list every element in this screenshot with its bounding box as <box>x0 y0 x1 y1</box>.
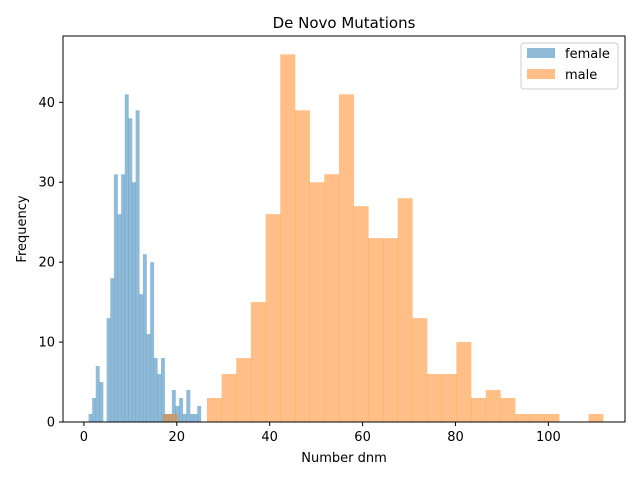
y-tick-label: 20 <box>38 256 55 271</box>
male-bar <box>206 398 222 422</box>
female-bar <box>128 118 133 422</box>
female-bar <box>171 390 176 422</box>
female-bar <box>135 110 140 422</box>
male-bar <box>427 374 443 422</box>
female-bar <box>146 334 151 422</box>
male-bar <box>441 374 457 422</box>
female-bar <box>99 382 104 422</box>
female-bar <box>197 406 202 422</box>
legend-label-male: male <box>565 68 597 83</box>
female-bar <box>121 174 126 422</box>
y-tick-label: 30 <box>38 176 55 191</box>
male-bar <box>353 206 369 422</box>
female-bar <box>139 294 144 422</box>
male-bar <box>544 414 560 422</box>
male-bar <box>456 342 472 422</box>
female-bar <box>113 174 118 422</box>
female-bar <box>150 262 155 422</box>
female-bar <box>132 182 136 422</box>
x-tick-label: 100 <box>536 430 561 445</box>
x-tick-label: 0 <box>80 430 88 445</box>
female-bar <box>106 318 111 422</box>
female-bar <box>110 278 115 422</box>
female-bar <box>182 414 187 422</box>
male-bar <box>412 318 428 422</box>
male-bar <box>309 182 325 422</box>
chart-title: De Novo Mutations <box>273 14 416 32</box>
female-bar <box>161 358 165 422</box>
male-bar <box>162 414 178 422</box>
y-tick-label: 40 <box>38 96 55 111</box>
female-bar <box>179 398 184 422</box>
male-bar <box>397 198 413 422</box>
male-bars <box>162 54 604 423</box>
female-bar <box>153 358 158 422</box>
male-bar <box>588 414 604 422</box>
female-bar <box>142 254 147 422</box>
male-bar <box>500 398 516 422</box>
female-bar <box>189 414 194 422</box>
x-axis-label: Number dnm <box>301 451 387 466</box>
male-bar <box>221 374 237 422</box>
legend-swatch-female <box>527 48 555 58</box>
x-tick-label: 20 <box>169 430 186 445</box>
legend-swatch-male <box>527 69 555 79</box>
male-bar <box>471 398 487 422</box>
x-tick-label: 40 <box>261 430 278 445</box>
legend: female male <box>520 42 619 90</box>
female-bars <box>88 94 202 423</box>
female-bar <box>124 94 129 423</box>
x-axis-ticks: 0 20 40 60 80 100 <box>80 422 561 445</box>
plot-frame <box>62 35 626 423</box>
male-bar <box>324 174 340 422</box>
x-tick-label: 60 <box>354 430 371 445</box>
male-bar <box>250 302 266 422</box>
x-tick-label: 80 <box>447 430 464 445</box>
male-bar <box>236 358 252 422</box>
female-bar <box>186 390 191 422</box>
male-bar <box>383 238 398 422</box>
y-axis-ticks: 0 10 20 30 40 <box>38 96 63 431</box>
male-bar <box>515 414 531 422</box>
male-bar <box>368 238 384 422</box>
female-bar <box>88 414 93 422</box>
male-bar <box>280 54 296 422</box>
female-bar <box>95 366 100 422</box>
male-bar <box>485 390 501 422</box>
male-bar <box>265 214 281 422</box>
legend-label-female: female <box>565 47 610 62</box>
male-bar <box>294 110 310 422</box>
female-bar <box>193 414 198 422</box>
y-axis-label: Frequency <box>15 195 30 262</box>
y-tick-label: 10 <box>38 336 55 351</box>
female-bar <box>117 214 122 422</box>
female-bar <box>157 374 162 422</box>
female-bar <box>92 398 97 422</box>
male-bar <box>529 414 545 422</box>
y-tick-label: 0 <box>47 416 55 431</box>
male-bar <box>338 94 354 423</box>
